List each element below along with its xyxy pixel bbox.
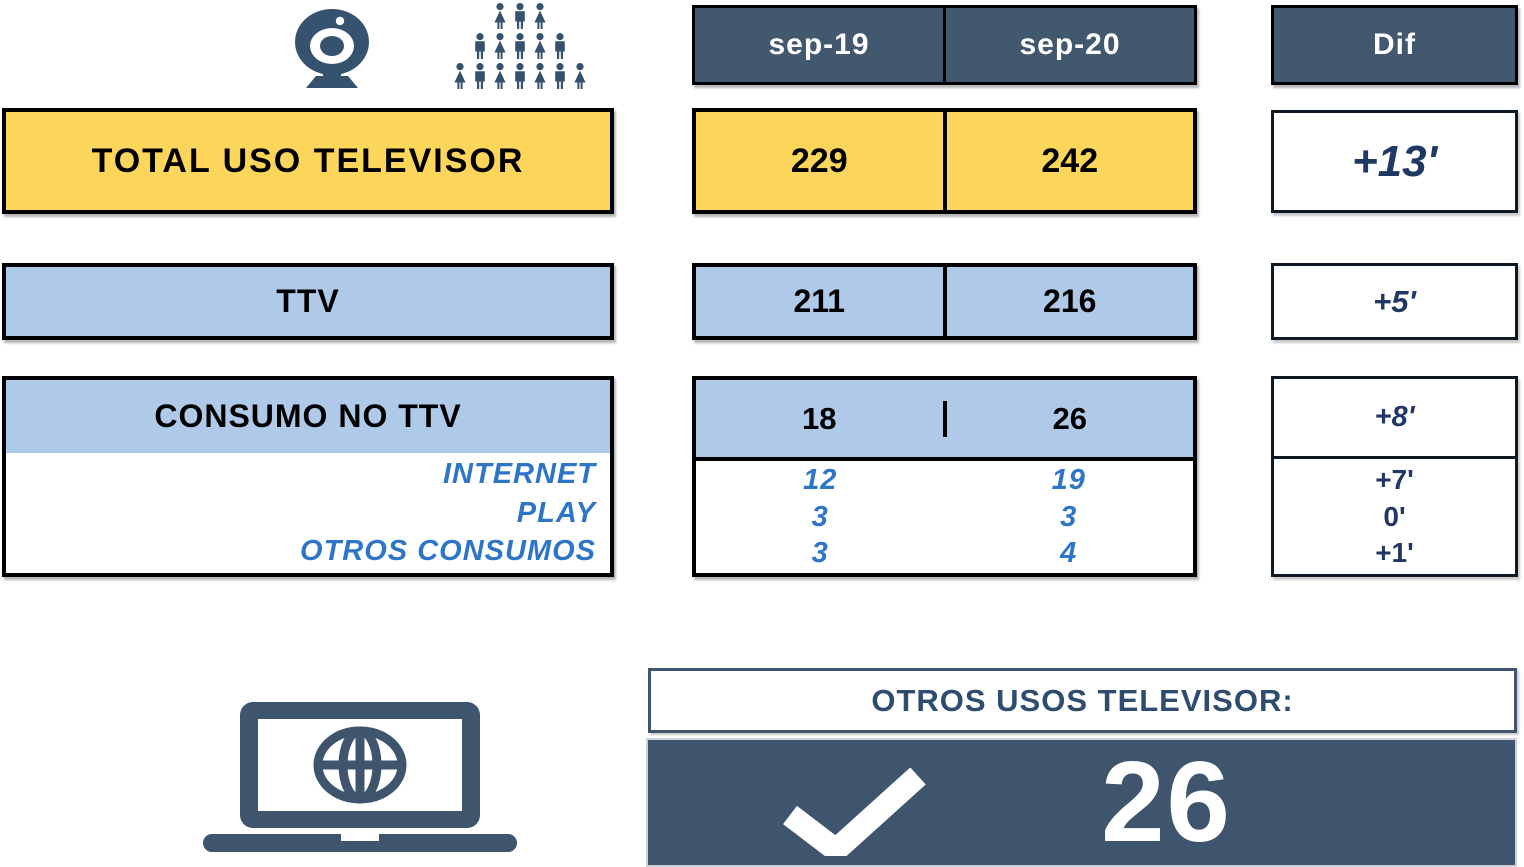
sublabel-internet: INTERNET bbox=[443, 458, 596, 491]
otros-consumos-sep19-value: 3 bbox=[811, 536, 829, 569]
consumo-sep20-value: 26 bbox=[1052, 400, 1087, 436]
total-sep20-value: 242 bbox=[1041, 141, 1099, 180]
consumo-subvalues: 12 19 3 3 3 4 bbox=[696, 461, 1193, 573]
ttv-sep19-value: 211 bbox=[696, 267, 947, 336]
row-consumo-values-block: 18 26 12 19 3 3 3 4 bbox=[692, 376, 1197, 577]
header-dif: Dif bbox=[1271, 5, 1518, 85]
otros-usos-value-box: 26 bbox=[646, 738, 1517, 867]
row-consumo-block: CONSUMO NO TTV INTERNET PLAY OTROS CONSU… bbox=[2, 376, 614, 577]
row-ttv-label: TTV bbox=[2, 263, 614, 340]
sublabel-play: PLAY bbox=[516, 496, 596, 529]
otros-consumos-sep20-value: 4 bbox=[1060, 536, 1078, 569]
consumo-sep19-value: 18 bbox=[696, 400, 947, 437]
play-sep19-value: 3 bbox=[811, 500, 829, 533]
internet-dif-value: +7' bbox=[1375, 463, 1414, 495]
otros-usos-title-box: OTROS USOS TELEVISOR: bbox=[648, 668, 1517, 733]
row-ttv-values: 211 216 bbox=[692, 263, 1197, 340]
play-sep20-value: 3 bbox=[1060, 500, 1078, 533]
row-total-values: 229 242 bbox=[692, 108, 1197, 214]
consumo-subdifs: +7' 0' +1' bbox=[1274, 459, 1515, 574]
internet-sep19-value: 12 bbox=[803, 464, 838, 497]
header-sep19: sep-19 bbox=[695, 8, 946, 82]
consumo-label: CONSUMO NO TTV bbox=[6, 380, 610, 453]
ttv-dif-value: +5' bbox=[1271, 263, 1518, 340]
webcam-icon bbox=[295, 9, 369, 88]
row-total-label: TOTAL USO TELEVISOR bbox=[2, 108, 614, 214]
ttv-sep20-value: 216 bbox=[1043, 283, 1097, 319]
internet-sep20-value: 19 bbox=[1051, 464, 1086, 497]
play-dif-value: 0' bbox=[1383, 500, 1406, 532]
otros-usos-value: 26 bbox=[1101, 738, 1232, 866]
laptop-globe-icon bbox=[203, 702, 517, 852]
consumo-sublabels: INTERNET PLAY OTROS CONSUMOS bbox=[6, 453, 610, 573]
otros-usos-title: OTROS USOS TELEVISOR: bbox=[871, 682, 1294, 718]
header-sep20: sep-20 bbox=[1019, 28, 1121, 61]
period-header-row: sep-19 sep-20 bbox=[692, 5, 1197, 85]
consumo-dif-value: +8' bbox=[1274, 379, 1515, 459]
total-sep19-value: 229 bbox=[696, 112, 947, 210]
people-group-icon bbox=[454, 3, 586, 89]
total-dif-value: +13' bbox=[1271, 110, 1518, 213]
otros-consumos-dif-value: +1' bbox=[1375, 537, 1414, 569]
checkmark-icon bbox=[778, 768, 930, 856]
row-consumo-dif-block: +8' +7' 0' +1' bbox=[1271, 376, 1518, 577]
sublabel-otros-consumos: OTROS CONSUMOS bbox=[300, 534, 596, 567]
